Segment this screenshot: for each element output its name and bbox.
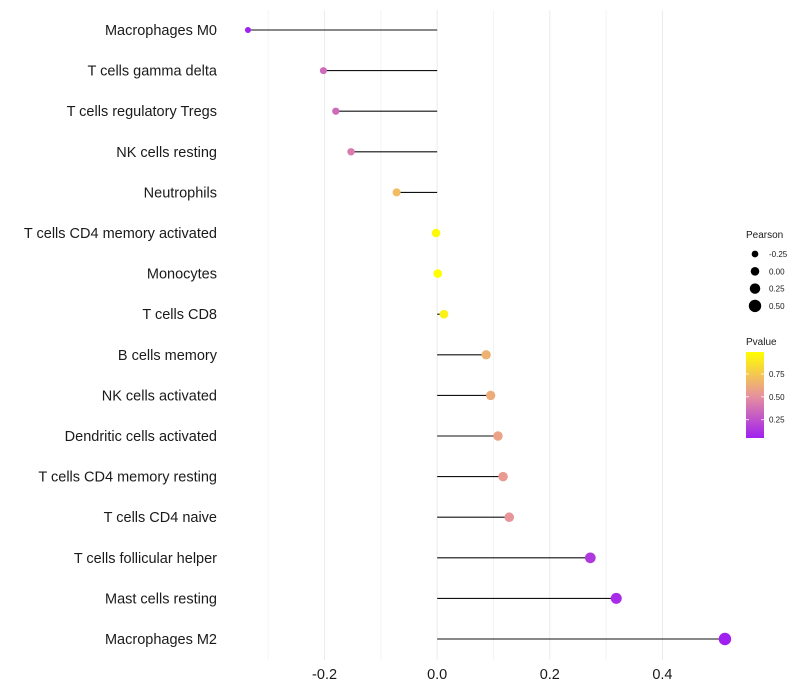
category-label: Macrophages M0	[105, 23, 217, 39]
grid	[267, 10, 663, 660]
category-label: Dendritic cells activated	[65, 429, 217, 445]
pearson-legend-label: 0.50	[769, 302, 785, 311]
category-label: Monocytes	[147, 267, 217, 283]
pearson-legend-title: Pearson	[746, 230, 783, 241]
pvalue-legend: Pvalue 0.75 0.50 0.25	[746, 337, 785, 438]
x-axis-labels: -0.2 0.0 0.2 0.4	[312, 667, 672, 683]
lollipop-point	[332, 107, 340, 115]
pearson-legend-label: -0.25	[769, 250, 788, 259]
lollipop-point	[585, 552, 596, 564]
pearson-legend-key	[750, 267, 760, 276]
pearson-legend-key	[749, 283, 761, 294]
category-label: T cells gamma delta	[88, 64, 218, 80]
pvalue-legend-label: 0.50	[769, 393, 785, 402]
pearson-legend-key	[748, 299, 762, 313]
category-label: Mast cells resting	[105, 591, 217, 607]
lollipop-point	[481, 350, 491, 360]
lollipop-point	[439, 309, 449, 319]
lollipop-point	[504, 512, 515, 522]
lollipop-point	[319, 67, 327, 75]
category-label: T cells follicular helper	[74, 551, 217, 567]
pvalue-legend-label: 0.75	[769, 370, 785, 379]
pvalue-legend-title: Pvalue	[746, 337, 777, 348]
pearson-legend-label: 0.25	[769, 285, 785, 294]
category-label: T cells CD8	[142, 307, 217, 323]
category-label: B cells memory	[118, 348, 218, 364]
pvalue-colorbar	[746, 352, 764, 438]
lollipop-series	[244, 26, 732, 646]
lollipop-point	[433, 269, 443, 278]
category-label: T cells CD4 memory activated	[24, 226, 217, 242]
lollipop-point	[610, 592, 622, 604]
lollipop-point	[718, 632, 732, 646]
lollipop-point	[244, 26, 251, 34]
x-tick-label: 0.0	[427, 667, 447, 683]
lollipop-point	[347, 148, 355, 156]
category-label: NK cells resting	[116, 145, 217, 161]
category-label: Neutrophils	[144, 185, 217, 201]
lollipop-point	[498, 471, 508, 482]
pearson-legend-key	[751, 250, 759, 258]
category-label: T cells regulatory Tregs	[67, 104, 217, 120]
lollipop-point	[493, 431, 503, 441]
lollipop-point	[486, 390, 496, 401]
category-label: Macrophages M2	[105, 632, 217, 648]
lollipop-point	[431, 228, 441, 238]
category-label: T cells CD4 naive	[104, 510, 217, 526]
pearson-legend: Pearson -0.25 0.00 0.25 0.50	[746, 230, 788, 313]
pearson-legend-label: 0.00	[769, 267, 785, 276]
pvalue-legend-label: 0.25	[769, 416, 785, 425]
category-label: NK cells activated	[102, 388, 217, 404]
x-tick-label: -0.2	[312, 667, 337, 683]
category-label: T cells CD4 memory resting	[38, 470, 217, 486]
x-tick-label: 0.2	[540, 667, 560, 683]
lollipop-point	[392, 188, 401, 197]
y-axis-labels: Macrophages M0 T cells gamma delta T cells…	[24, 23, 218, 648]
x-tick-label: 0.4	[652, 667, 672, 683]
